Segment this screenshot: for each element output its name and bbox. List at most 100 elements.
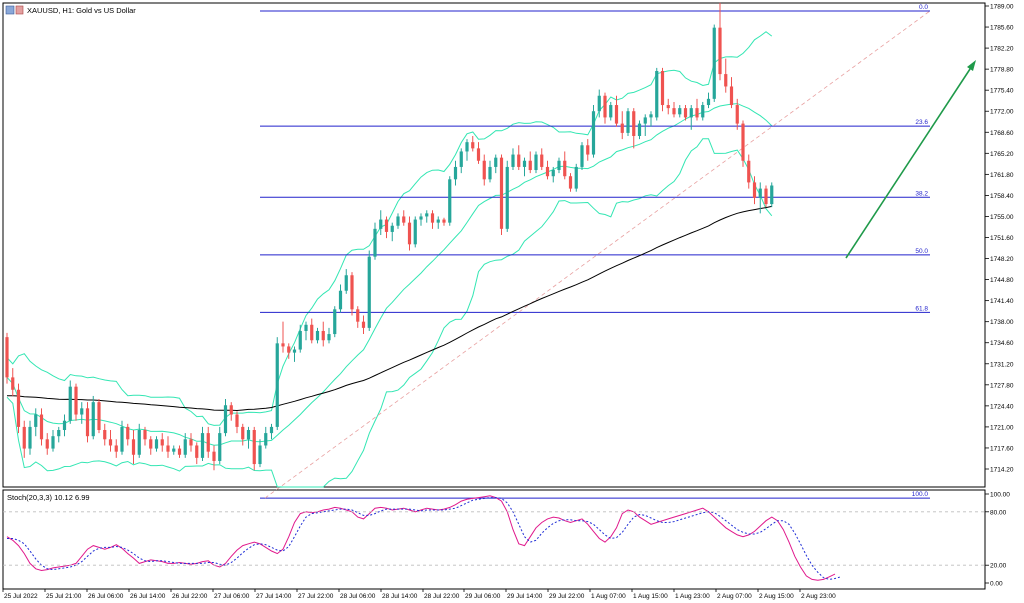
candle-body [218, 433, 222, 461]
bear-candle [476, 142, 481, 164]
bear-candle [350, 272, 354, 316]
bear-candle [212, 445, 216, 471]
bull-candle [701, 101, 705, 121]
fib-level-label: 0.0 [919, 4, 928, 11]
bull-candle [505, 160, 509, 232]
y-axis-tick-label: 1789.00 [990, 4, 1014, 11]
bull-candle [68, 380, 72, 424]
bull-candle [62, 414, 67, 437]
bear-candle [126, 423, 130, 446]
bear-candle [45, 433, 49, 455]
candle-body [476, 148, 481, 161]
x-axis-tick-label: 29 Jul 22:00 [549, 593, 585, 600]
candle-body [223, 405, 228, 434]
candle-body [626, 111, 630, 133]
candle-body [540, 154, 544, 167]
candle-body [16, 389, 21, 427]
candle-body [321, 330, 325, 341]
candle-body [649, 114, 653, 118]
bull-candle [200, 426, 205, 461]
candle-body [126, 426, 130, 440]
candle-body [91, 402, 95, 437]
bear-candle [321, 321, 325, 347]
candle-body [22, 426, 26, 449]
bear-candle [528, 151, 532, 174]
bear-candle [195, 442, 199, 465]
bear-candle [189, 433, 193, 452]
candle-body [712, 27, 716, 99]
bear-candle [235, 411, 239, 434]
candle-body [419, 216, 423, 220]
bear-candle [724, 58, 728, 93]
bull-candle [436, 216, 440, 229]
bear-candle [402, 210, 406, 226]
bear-candle [620, 111, 624, 140]
bear-candle [718, 2, 722, 81]
y-axis-tick-label: 1758.40 [990, 193, 1014, 200]
bear-candle [166, 436, 170, 458]
bear-candle [517, 145, 521, 171]
bull-candle [80, 402, 84, 424]
candle-body [597, 95, 601, 112]
bear-candle [482, 154, 486, 186]
candle-body [229, 405, 233, 415]
bull-candle [465, 139, 469, 161]
candle-body [200, 433, 205, 458]
candle-body [448, 179, 452, 223]
candle-body [660, 70, 665, 106]
bull-candle [28, 420, 32, 455]
candle-body [315, 330, 320, 341]
candle-body [246, 430, 251, 440]
bollinger-middle-band [6, 103, 773, 446]
candle-body [580, 145, 584, 167]
candle-body [551, 170, 555, 177]
candle-body [603, 95, 607, 118]
candle-body [396, 216, 400, 226]
bear-candle [5, 332, 9, 384]
bull-candle [626, 108, 630, 136]
bull-candle [689, 105, 693, 130]
candle-body [471, 142, 475, 149]
candle-body [689, 108, 693, 118]
bull-candle [367, 250, 371, 331]
candle-body [499, 157, 504, 229]
bull-candle [298, 324, 302, 353]
y-axis-tick-label: 1761.80 [990, 172, 1014, 179]
candle-body [28, 426, 32, 449]
candle-body [120, 426, 124, 452]
candle-body [494, 157, 498, 167]
x-axis-tick-label: 2 Aug 15:00 [759, 593, 794, 600]
candle-body [574, 166, 578, 189]
bear-candle [74, 383, 78, 421]
x-axis-tick-label: 27 Jul 06:00 [214, 593, 250, 600]
bear-candle [430, 210, 435, 229]
stochastic-panel-frame [2, 489, 986, 590]
candle-body [637, 123, 642, 136]
candle-body [488, 166, 492, 180]
y-axis-tick-label: 1724.40 [990, 403, 1014, 410]
candle-body [655, 70, 659, 118]
candle-body [482, 160, 486, 180]
bull-candle [264, 426, 268, 449]
candle-body [172, 448, 176, 452]
bull-candle [413, 216, 417, 248]
candle-body [695, 108, 699, 118]
candle-body [568, 176, 573, 189]
candle-body [528, 160, 532, 171]
bull-candle [275, 337, 279, 431]
candle-body [729, 86, 734, 106]
bull-candle [258, 439, 262, 468]
bear-candle [22, 420, 26, 458]
candle-body [143, 430, 147, 440]
bear-candle [85, 402, 90, 443]
bollinger-upper-band [6, 31, 773, 426]
candle-body [430, 213, 435, 223]
candle-body [97, 402, 101, 431]
candle-body [453, 166, 458, 180]
candle-body [701, 105, 705, 118]
candle-body [51, 436, 55, 449]
bear-candle [741, 120, 745, 167]
candle-body [166, 445, 170, 452]
bull-candle [327, 327, 331, 344]
